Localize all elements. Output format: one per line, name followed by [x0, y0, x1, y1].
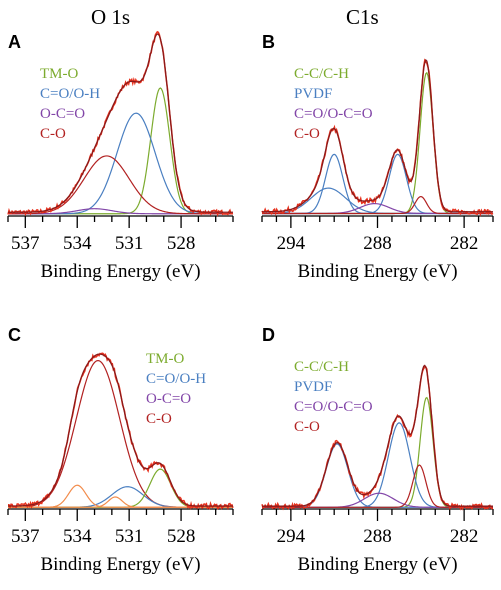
- x-tick-label: 294: [277, 233, 306, 254]
- panel-b: B 294 288 282 Binding Energy (eV) C-C/C-H PVDF…: [261, 32, 494, 282]
- legend-entry: C=O/O-H: [40, 86, 100, 102]
- component-peak: [262, 464, 493, 508]
- x-tick-label: 531: [115, 526, 144, 547]
- title-o1s: O 1s: [91, 5, 130, 29]
- x-tick-label: 282: [450, 526, 479, 547]
- legend-entry: C-O: [40, 126, 66, 142]
- legend-entry: TM-O: [146, 351, 184, 367]
- x-axis-label: Binding Energy (eV): [297, 261, 457, 282]
- fit-envelope: [8, 353, 233, 507]
- x-tick-label: 534: [63, 526, 92, 547]
- x-tick-label: 294: [277, 526, 306, 547]
- x-tick-label: 537: [11, 526, 40, 547]
- panel-d: D 294 288 282 Binding Energy (eV) C-C/C-H PVDF…: [261, 325, 494, 575]
- measured-spectrum: [7, 30, 234, 218]
- legend-entry: C=O/O-C=O: [294, 106, 373, 122]
- panel-label: A: [8, 32, 21, 52]
- fit-envelope: [262, 58, 493, 213]
- x-tick-label: 528: [167, 233, 196, 254]
- x-tick-label: 537: [11, 233, 40, 254]
- x-tick-label: 528: [167, 526, 196, 547]
- x-tick-label: 282: [450, 233, 479, 254]
- panel-label: B: [262, 32, 275, 52]
- component-peak: [8, 155, 233, 215]
- legend-entry: C=O/O-C=O: [294, 399, 373, 415]
- fit-envelope: [262, 364, 493, 507]
- component-peak: [262, 422, 493, 508]
- legend-entry: O-C=O: [146, 391, 191, 407]
- panel-label: D: [262, 325, 275, 345]
- legend-entry: C-C/C-H: [294, 359, 349, 375]
- legend-entry: C-O: [294, 126, 320, 142]
- x-axis-label: Binding Energy (eV): [40, 554, 200, 575]
- fit-envelope: [8, 33, 233, 213]
- panel-a: A 537 534 531 528 Binding Energy (eV) TM-O C=O/…: [7, 30, 234, 282]
- panel-label: C: [8, 325, 21, 345]
- legend-entry: TM-O: [40, 66, 78, 82]
- x-axis-label: Binding Energy (eV): [297, 554, 457, 575]
- component-peak: [262, 443, 493, 508]
- x-axis-label: Binding Energy (eV): [40, 261, 200, 282]
- x-tick-label: 288: [363, 526, 392, 547]
- legend-entry: C-O: [146, 411, 172, 427]
- legend-entry: O-C=O: [40, 106, 85, 122]
- legend-entry: C=O/O-H: [146, 371, 206, 387]
- component-peak: [262, 195, 493, 215]
- component-peak: [262, 153, 493, 215]
- panel-c: C 537 534 531 528 Binding Energy (eV) TM-O C=O/…: [7, 325, 234, 575]
- x-tick-label: 534: [63, 233, 92, 254]
- title-c1s: C1s: [346, 5, 379, 29]
- component-peak: [262, 153, 493, 215]
- legend-entry: C-C/C-H: [294, 66, 349, 82]
- legend-entry: PVDF: [294, 86, 332, 102]
- x-tick-label: 288: [363, 233, 392, 254]
- x-tick-label: 531: [115, 233, 144, 254]
- legend-entry: PVDF: [294, 379, 332, 395]
- legend-entry: C-O: [294, 419, 320, 435]
